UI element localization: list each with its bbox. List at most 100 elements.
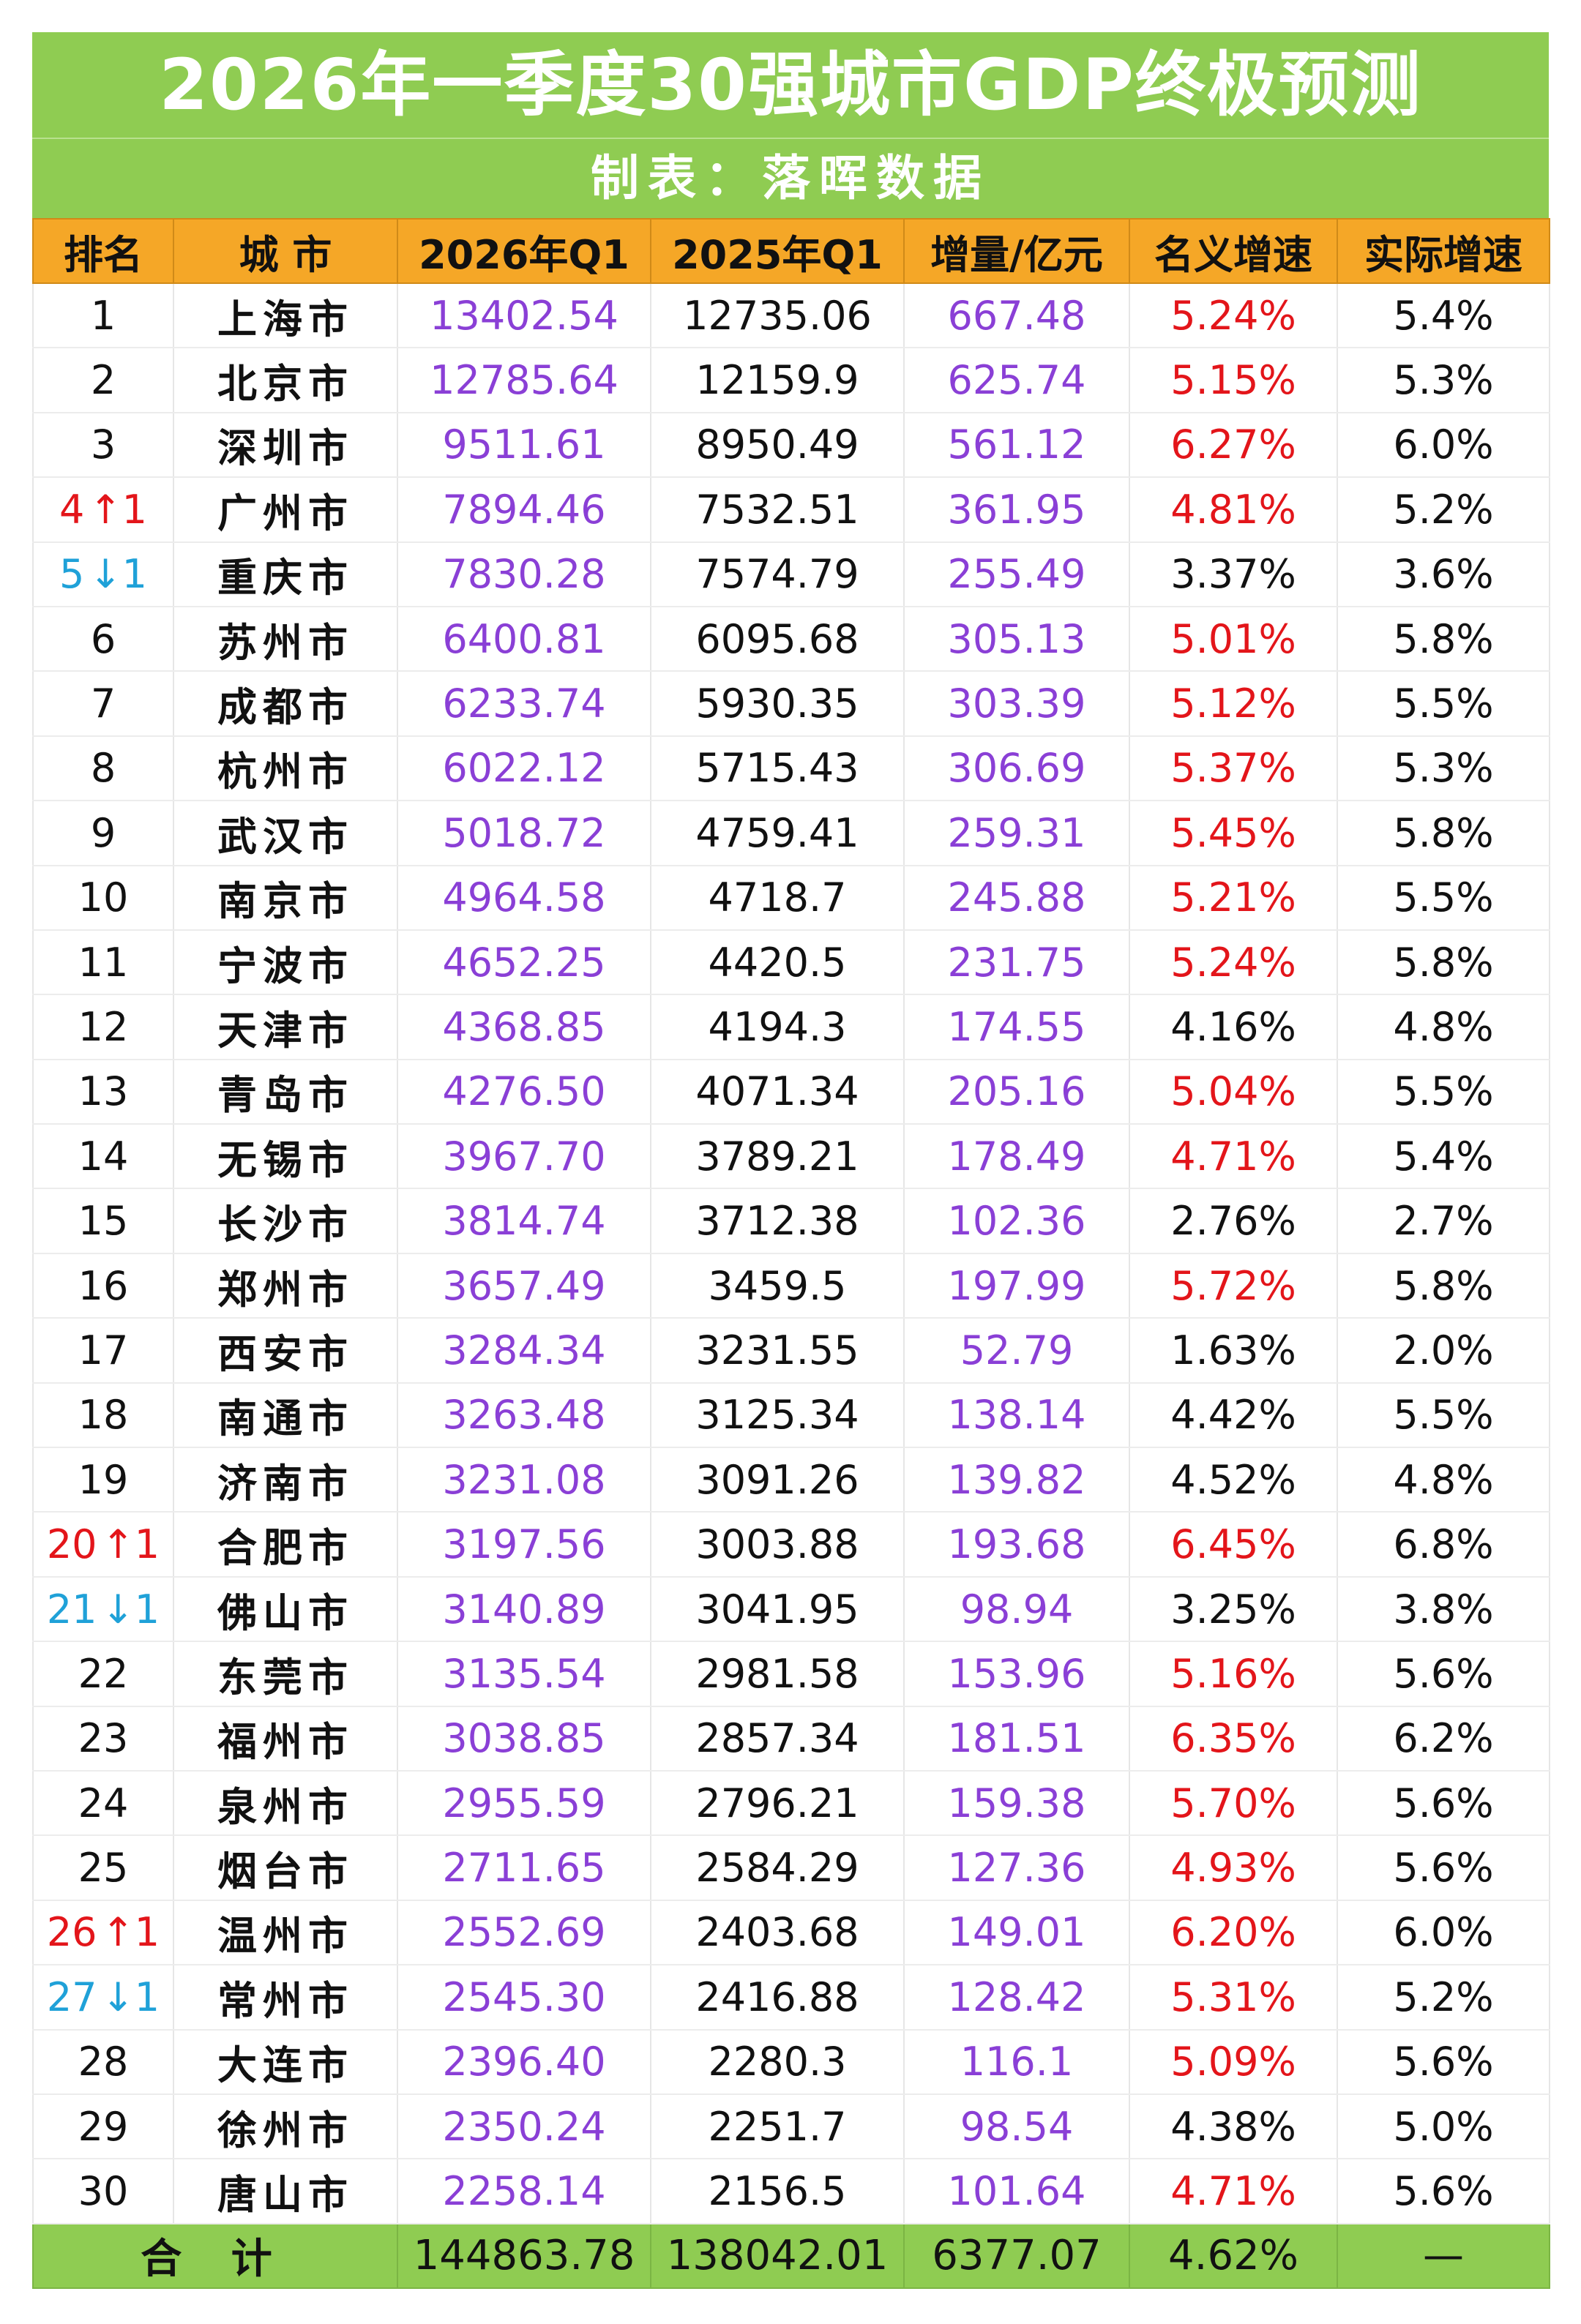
rank-cell: 23 xyxy=(32,1706,174,1772)
q1-2026-cell: 5018.72 xyxy=(397,801,651,866)
rank-cell: 27 ↓1 xyxy=(32,1965,174,2031)
q1-2025-cell: 2280.3 xyxy=(651,2029,905,2095)
rank-cell: 25 xyxy=(32,1835,174,1901)
q1-2025-cell: 2403.68 xyxy=(651,1900,905,1966)
increase-cell: 178.49 xyxy=(904,1124,1130,1190)
total-label: 合 计 xyxy=(32,2222,398,2289)
increase-cell: 116.1 xyxy=(904,2029,1130,2095)
increase-cell: 561.12 xyxy=(904,412,1130,479)
table-row: 27 ↓1 常州市 2545.30 2416.88 128.42 5.31% 5.2% xyxy=(32,1965,1550,2031)
q1-2026-cell: 2258.14 xyxy=(397,2159,651,2224)
nominal-growth-cell: 4.93% xyxy=(1129,1835,1338,1901)
rank-cell: 16 xyxy=(32,1253,174,1319)
increase-cell: 101.64 xyxy=(904,2159,1130,2224)
rank-number: 23 xyxy=(78,1715,129,1762)
rank-cell: 9 xyxy=(32,801,174,866)
increase-cell: 52.79 xyxy=(904,1318,1130,1384)
city-cell: 东莞市 xyxy=(173,1641,398,1707)
q1-2025-cell: 6095.68 xyxy=(651,606,905,672)
q1-2026-cell: 2396.40 xyxy=(397,2029,651,2095)
table-row: 17 西安市 3284.34 3231.55 52.79 1.63% 2.0% xyxy=(32,1318,1550,1384)
rank-cell: 19 xyxy=(32,1447,174,1513)
rank-number: 20 xyxy=(46,1521,97,1568)
nominal-growth-cell: 5.21% xyxy=(1129,865,1338,931)
rank-number: 29 xyxy=(78,2103,129,2150)
increase-cell: 303.39 xyxy=(904,671,1130,737)
city-cell: 南通市 xyxy=(173,1382,398,1449)
real-growth-cell: 2.0% xyxy=(1337,1318,1550,1384)
city-cell: 长沙市 xyxy=(173,1188,398,1254)
city-cell: 烟台市 xyxy=(173,1835,398,1901)
real-growth-cell: 6.0% xyxy=(1337,412,1550,479)
q1-2026-cell: 3197.56 xyxy=(397,1512,651,1578)
nominal-growth-cell: 4.71% xyxy=(1129,1124,1338,1190)
rank-cell: 26 ↑1 xyxy=(32,1900,174,1966)
rank-cell: 29 xyxy=(32,2094,174,2160)
q1-2025-cell: 2251.7 xyxy=(651,2094,905,2160)
rank-cell: 20 ↑1 xyxy=(32,1512,174,1578)
q1-2026-cell: 7894.46 xyxy=(397,477,651,543)
table-row: 5 ↓1 重庆市 7830.28 7574.79 255.49 3.37% 3.6% xyxy=(32,541,1550,607)
table-row: 3 深圳市 9511.61 8950.49 561.12 6.27% 6.0% xyxy=(32,412,1550,479)
real-growth-cell: 6.2% xyxy=(1337,1706,1550,1772)
table-row: 10 南京市 4964.58 4718.7 245.88 5.21% 5.5% xyxy=(32,865,1550,931)
city-cell: 天津市 xyxy=(173,994,398,1060)
q1-2026-cell: 2711.65 xyxy=(397,1835,651,1901)
table-row: 28 大连市 2396.40 2280.3 116.1 5.09% 5.6% xyxy=(32,2029,1550,2095)
real-growth-cell: 5.3% xyxy=(1337,735,1550,802)
rank-cell: 11 xyxy=(32,929,174,996)
nominal-growth-cell: 4.81% xyxy=(1129,477,1338,543)
real-growth-cell: 5.5% xyxy=(1337,1059,1550,1125)
nominal-growth-cell: 5.09% xyxy=(1129,2029,1338,2095)
q1-2026-cell: 3814.74 xyxy=(397,1188,651,1254)
rank-cell: 22 xyxy=(32,1641,174,1707)
rank-number: 7 xyxy=(90,681,116,727)
q1-2025-cell: 2981.58 xyxy=(651,1641,905,1707)
total-nominal-growth: 4.62% xyxy=(1129,2222,1338,2289)
nominal-growth-cell: 6.35% xyxy=(1129,1706,1338,1772)
page-title: 2026年一季度30强城市GDP终极预测 xyxy=(32,32,1549,139)
city-cell: 广州市 xyxy=(173,477,398,543)
rank-number: 9 xyxy=(90,809,116,856)
real-growth-cell: 4.8% xyxy=(1337,1447,1550,1513)
rank-cell: 2 xyxy=(32,348,174,413)
q1-2025-cell: 4194.3 xyxy=(651,994,905,1060)
city-cell: 重庆市 xyxy=(173,541,398,607)
q1-2025-cell: 4420.5 xyxy=(651,929,905,996)
q1-2026-cell: 4652.25 xyxy=(397,929,651,996)
increase-cell: 205.16 xyxy=(904,1059,1130,1125)
increase-cell: 139.82 xyxy=(904,1447,1130,1513)
rank-number: 21 xyxy=(46,1586,97,1633)
table-header-row: 排名 城 市 2026年Q1 2025年Q1 增量/亿元 名义增速 实际增速 xyxy=(32,218,1550,284)
q1-2025-cell: 8950.49 xyxy=(651,412,905,479)
increase-cell: 305.13 xyxy=(904,606,1130,672)
real-growth-cell: 5.3% xyxy=(1337,348,1550,413)
city-cell: 大连市 xyxy=(173,2029,398,2095)
table-row: 7 成都市 6233.74 5930.35 303.39 5.12% 5.5% xyxy=(32,671,1550,737)
arrow-down-icon: ↓ xyxy=(89,551,122,598)
arrow-up-icon: ↑ xyxy=(89,486,122,533)
q1-2026-cell: 13402.54 xyxy=(397,283,651,349)
rank-number: 28 xyxy=(78,2039,129,2085)
table-row: 8 杭州市 6022.12 5715.43 306.69 5.37% 5.3% xyxy=(32,735,1550,802)
city-cell: 温州市 xyxy=(173,1900,398,1966)
table-row: 25 烟台市 2711.65 2584.29 127.36 4.93% 5.6% xyxy=(32,1835,1550,1901)
table-row: 30 唐山市 2258.14 2156.5 101.64 4.71% 5.6% xyxy=(32,2159,1550,2224)
nominal-growth-cell: 6.20% xyxy=(1129,1900,1338,1966)
nominal-growth-cell: 4.71% xyxy=(1129,2159,1338,2224)
nominal-growth-cell: 2.76% xyxy=(1129,1188,1338,1254)
real-growth-cell: 5.6% xyxy=(1337,1835,1550,1901)
q1-2025-cell: 2416.88 xyxy=(651,1965,905,2031)
nominal-growth-cell: 3.37% xyxy=(1129,541,1338,607)
q1-2026-cell: 3284.34 xyxy=(397,1318,651,1384)
column-header-q1-2025: 2025年Q1 xyxy=(650,218,905,284)
table-row: 24 泉州市 2955.59 2796.21 159.38 5.70% 5.6% xyxy=(32,1770,1550,1837)
increase-cell: 667.48 xyxy=(904,283,1130,349)
rank-cell: 14 xyxy=(32,1124,174,1190)
city-cell: 福州市 xyxy=(173,1706,398,1772)
real-growth-cell: 5.5% xyxy=(1337,671,1550,737)
rank-number: 24 xyxy=(78,1780,129,1826)
q1-2026-cell: 2552.69 xyxy=(397,1900,651,1966)
q1-2026-cell: 4276.50 xyxy=(397,1059,651,1125)
total-q1-2025: 138042.01 xyxy=(650,2222,905,2289)
